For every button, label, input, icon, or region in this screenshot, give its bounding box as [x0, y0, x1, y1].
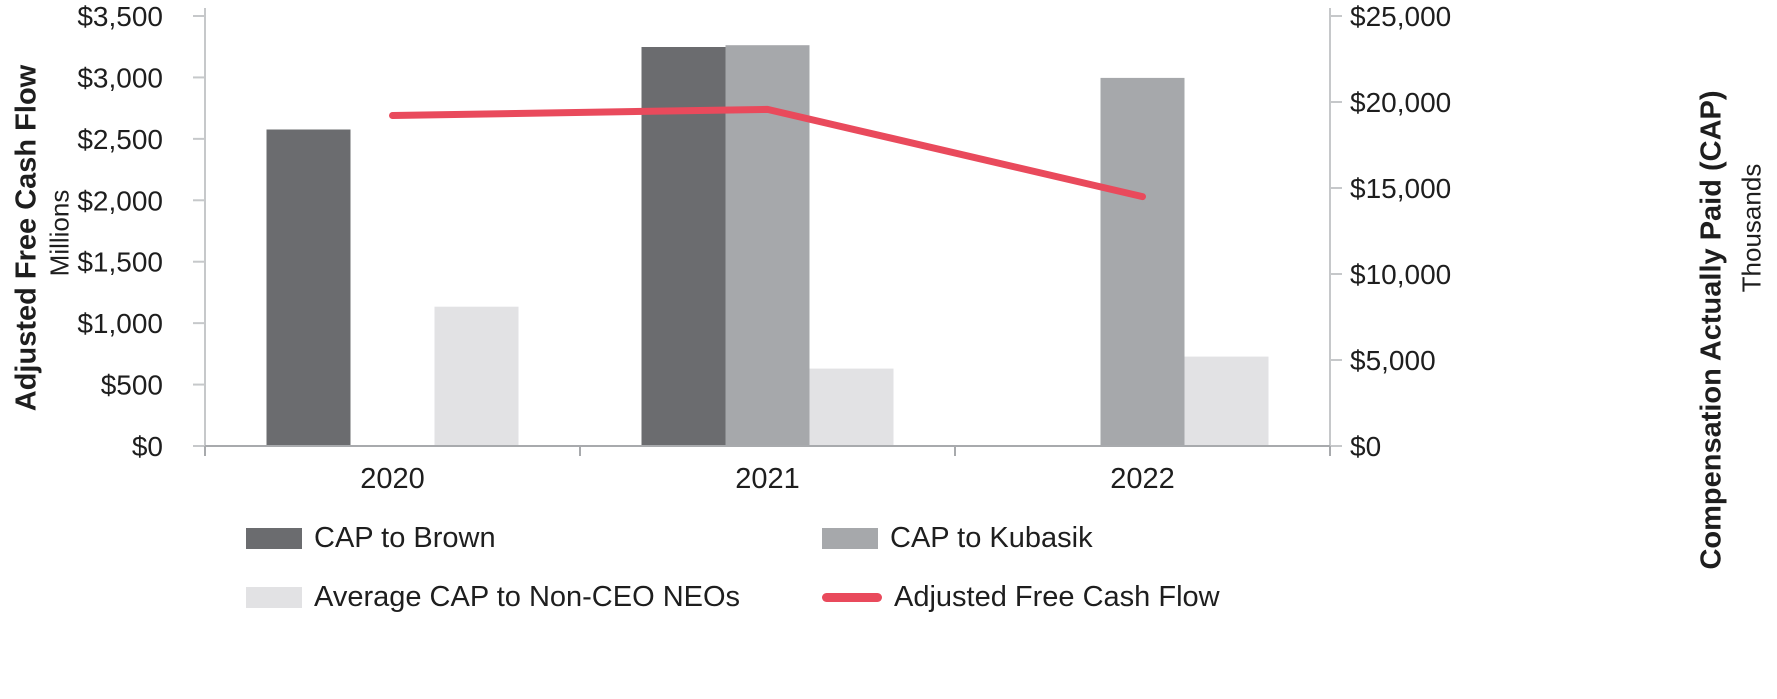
right-axis-subtitle: Thousands	[1736, 163, 1767, 293]
right-axis-tick-label: $15,000	[1350, 173, 1451, 204]
legend-label-cap-to-kubasik: CAP to Kubasik	[890, 521, 1093, 554]
left-axis-tick-label: $1,000	[77, 308, 163, 339]
right-axis-tick-label: $0	[1350, 431, 1381, 462]
right-axis-tick-label: $10,000	[1350, 259, 1451, 290]
right-axis-tick-label: $20,000	[1350, 87, 1451, 118]
line-adjusted-free-cash-flow	[389, 105, 1146, 201]
left-axis-tick-label: $500	[101, 370, 163, 401]
legend-item-cap-to-kubasik: CAP to Kubasik	[822, 521, 1093, 555]
legend-item-adjusted-free-cash-flow: Adjusted Free Cash Flow	[822, 580, 1220, 614]
left-axis-tick-label: $3,500	[77, 1, 163, 32]
left-axis-tick-label: $0	[132, 431, 163, 462]
bar-cap-to-brown-2020	[266, 129, 351, 446]
left-axis-tick-label: $1,500	[77, 247, 163, 278]
legend-swatch-cap-to-kubasik	[822, 527, 878, 549]
legend-line-swatch-adjusted-free-cash-flow	[822, 592, 882, 602]
x-axis-label-2022: 2022	[1110, 463, 1175, 495]
left-axis-tick-label: $3,000	[77, 62, 163, 93]
legend-label-cap-to-brown: CAP to Brown	[314, 521, 496, 554]
left-axis-tick-label: $2,500	[77, 124, 163, 155]
legend-item-cap-to-brown: CAP to Brown	[246, 521, 496, 555]
legend-swatch-cap-to-brown	[246, 527, 302, 549]
bar-average-cap-to-non-ceo-neos-2021	[809, 368, 894, 446]
right-axis-tick-label: $5,000	[1350, 345, 1436, 376]
bar-cap-to-kubasik-2022	[1100, 77, 1185, 447]
x-axis-label-2021: 2021	[735, 463, 800, 495]
legend-item-average-cap-non-ceo-neos: Average CAP to Non-CEO NEOs	[246, 580, 740, 614]
legend-label-adjusted-free-cash-flow: Adjusted Free Cash Flow	[894, 580, 1220, 613]
bar-average-cap-to-non-ceo-neos-2022	[1184, 356, 1269, 446]
right-axis-title: Compensation Actually Paid (CAP)	[1695, 90, 1728, 570]
left-axis-subtitle: Millions	[44, 189, 75, 277]
x-axis-label-2020: 2020	[360, 463, 425, 495]
left-axis-title: Adjusted Free Cash Flow	[10, 64, 43, 412]
left-axis-tick-label: $2,000	[77, 185, 163, 216]
legend-label-average-cap-non-ceo-neos: Average CAP to Non-CEO NEOs	[314, 580, 741, 613]
legend-swatch-average-cap-non-ceo-neos	[246, 586, 302, 608]
bar-average-cap-to-non-ceo-neos-2020	[434, 306, 519, 446]
bar-cap-to-kubasik-2021	[725, 45, 810, 446]
right-axis-tick-label: $25,000	[1350, 1, 1451, 32]
